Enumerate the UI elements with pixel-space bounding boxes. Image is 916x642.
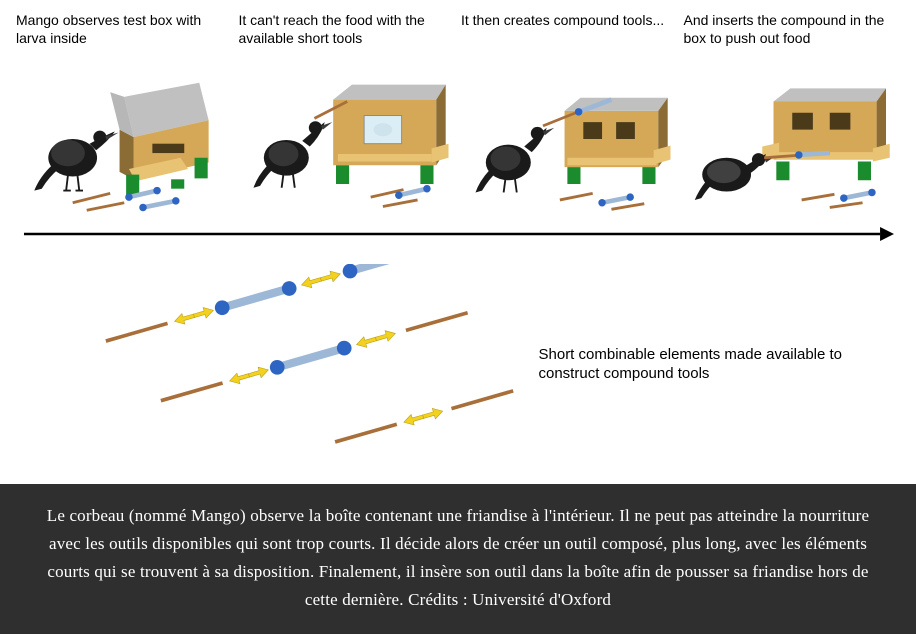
- test-box-icon: [110, 83, 208, 196]
- panel-4-caption: And inserts the compound in the box to p…: [684, 12, 901, 56]
- panel-1: Mango observes test box with larva insid…: [16, 12, 233, 219]
- panel-3: It then creates compound tools...: [461, 12, 678, 219]
- lower-section: Short combinable elements made available…: [0, 258, 916, 484]
- short-tools-icon: [370, 185, 430, 207]
- panels-row: Mango observes test box with larva insid…: [0, 0, 916, 223]
- panel-1-svg: [16, 64, 233, 214]
- panel-2: It can't reach the food with the availab…: [239, 12, 456, 219]
- panel-3-svg: [461, 64, 678, 214]
- panel-1-caption: Mango observes test box with larva insid…: [16, 12, 233, 56]
- test-box-icon: [762, 88, 890, 180]
- panel-2-caption: It can't reach the food with the availab…: [239, 12, 456, 56]
- combinable-elements-svg: [60, 264, 519, 464]
- short-tools-icon: [801, 189, 875, 208]
- timeline-arrow: [0, 223, 916, 258]
- short-tools-icon: [560, 193, 644, 209]
- figure: Mango observes test box with larva insid…: [0, 0, 916, 634]
- figure-caption: Le corbeau (nommé Mango) observe la boît…: [0, 484, 916, 634]
- panel-3-caption: It then creates compound tools...: [461, 12, 678, 56]
- crow-icon: [34, 131, 118, 191]
- test-box-icon: [333, 85, 448, 184]
- panel-4: And inserts the compound in the box to p…: [684, 12, 901, 219]
- panel-4-svg: [684, 64, 901, 214]
- lower-caption: Short combinable elements made available…: [539, 345, 897, 384]
- panel-2-svg: [239, 64, 456, 214]
- arrow-icon: [20, 223, 896, 245]
